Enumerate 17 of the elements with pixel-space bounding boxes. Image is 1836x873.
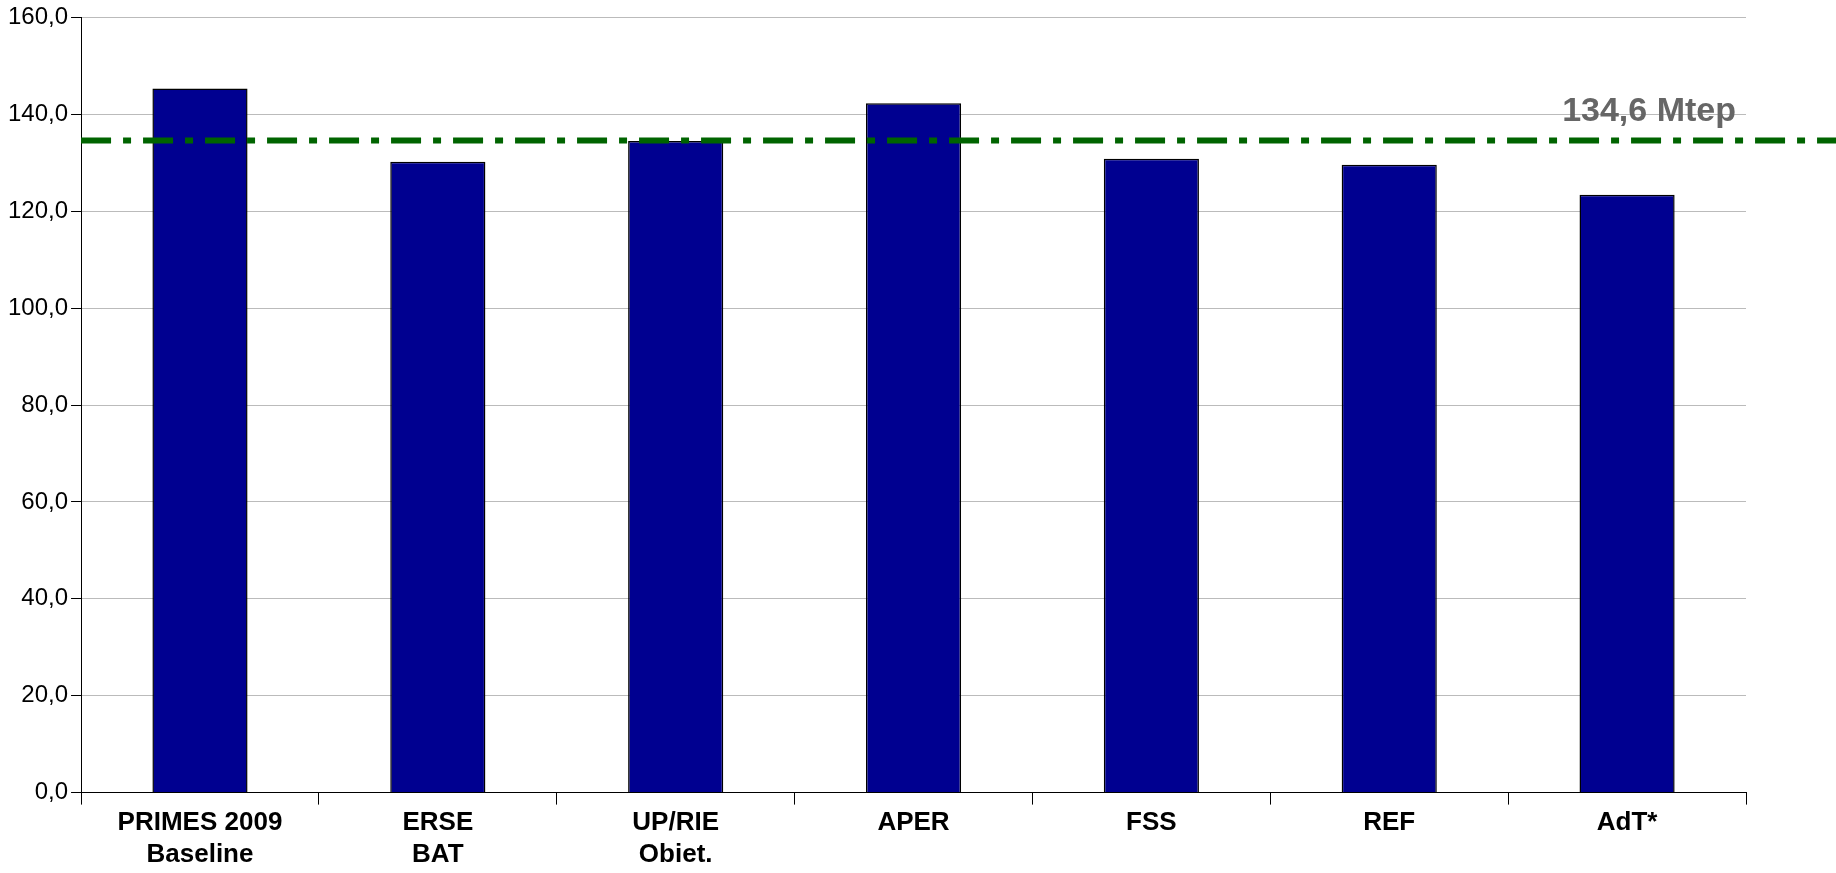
x-tick-label: REF — [1363, 806, 1416, 837]
x-tick-label: APER — [877, 806, 950, 837]
y-tick-label: 40,0 — [21, 583, 69, 611]
x-tick-label: ERSE BAT — [402, 806, 474, 868]
y-tick-label: 0,0 — [34, 777, 69, 805]
y-tick-label: 120,0 — [8, 195, 69, 223]
y-tick-label: 100,0 — [8, 292, 69, 320]
y-tick-label: 80,0 — [21, 389, 69, 417]
x-tick-label: UP/RIE Obiet. — [632, 806, 720, 868]
y-tick-label: 160,0 — [8, 2, 69, 30]
x-tick-label: PRIMES 2009 Baseline — [117, 806, 283, 868]
x-tick-label: AdT* — [1596, 806, 1659, 837]
y-tick-label: 60,0 — [21, 486, 69, 514]
y-tick-label: 20,0 — [21, 680, 69, 708]
ref-line-label: 134,6 Mtep — [1562, 89, 1736, 128]
x-tick-label: FSS — [1126, 806, 1177, 837]
y-tick-label: 140,0 — [8, 98, 69, 126]
